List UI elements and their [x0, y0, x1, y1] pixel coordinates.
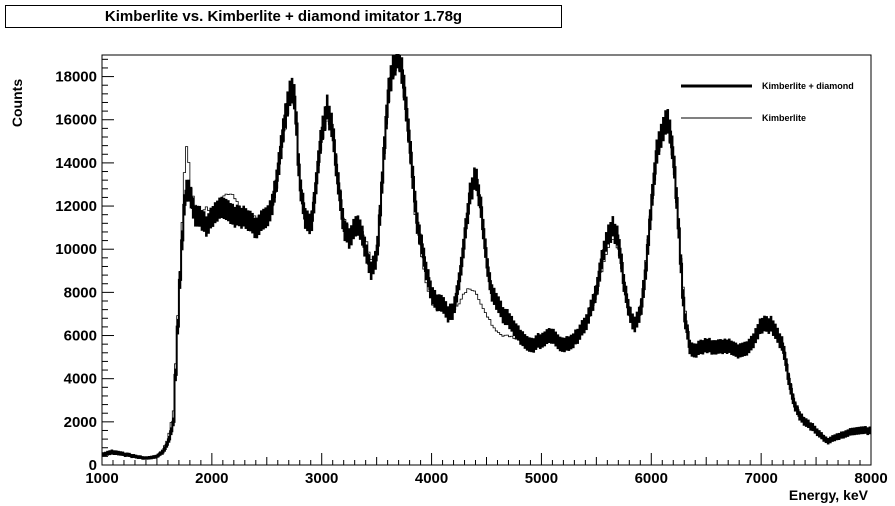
legend-label-kimberlite-diamond: Kimberlite + diamond: [762, 81, 854, 91]
y-tick-label: 18000: [55, 69, 97, 86]
y-axis-label: Counts: [9, 79, 25, 127]
y-tick-label: 4000: [64, 371, 97, 388]
y-tick-label: 8000: [64, 284, 97, 301]
x-tick-label: 1000: [85, 470, 118, 487]
y-tick-label: 0: [89, 457, 97, 474]
histogram-kimberlite-diamond: [102, 54, 871, 460]
chart-title: Kimberlite vs. Kimberlite + diamond imit…: [5, 5, 562, 28]
y-tick-label: 6000: [64, 328, 97, 345]
x-axis-label: Energy, keV: [789, 487, 869, 503]
y-tick-label: 2000: [64, 414, 97, 431]
x-tick-label: 8000: [854, 470, 887, 487]
y-tick-label: 16000: [55, 112, 97, 129]
legend-label-kimberlite: Kimberlite: [762, 113, 806, 123]
series-kimberlite-diamond: [101, 54, 872, 460]
x-tick-label: 5000: [525, 470, 558, 487]
y-tick-label: 14000: [55, 155, 97, 172]
y-tick-label: 12000: [55, 198, 97, 215]
x-tick-label: 7000: [744, 470, 777, 487]
x-tick-label: 4000: [415, 470, 448, 487]
x-axis: 1000 2000 3000 4000 5000 6000 7000 8000: [85, 453, 888, 487]
legend: Kimberlite + diamond Kimberlite: [681, 81, 854, 123]
y-axis: 0 2000 4000 6000 8000 10000 12000 14000 16000 180…: [55, 58, 114, 474]
y-tick-label: 10000: [55, 241, 97, 258]
series-layer: [101, 54, 872, 460]
x-tick-label: 2000: [195, 470, 228, 487]
x-tick-label: 3000: [305, 470, 338, 487]
x-tick-label: 6000: [635, 470, 668, 487]
